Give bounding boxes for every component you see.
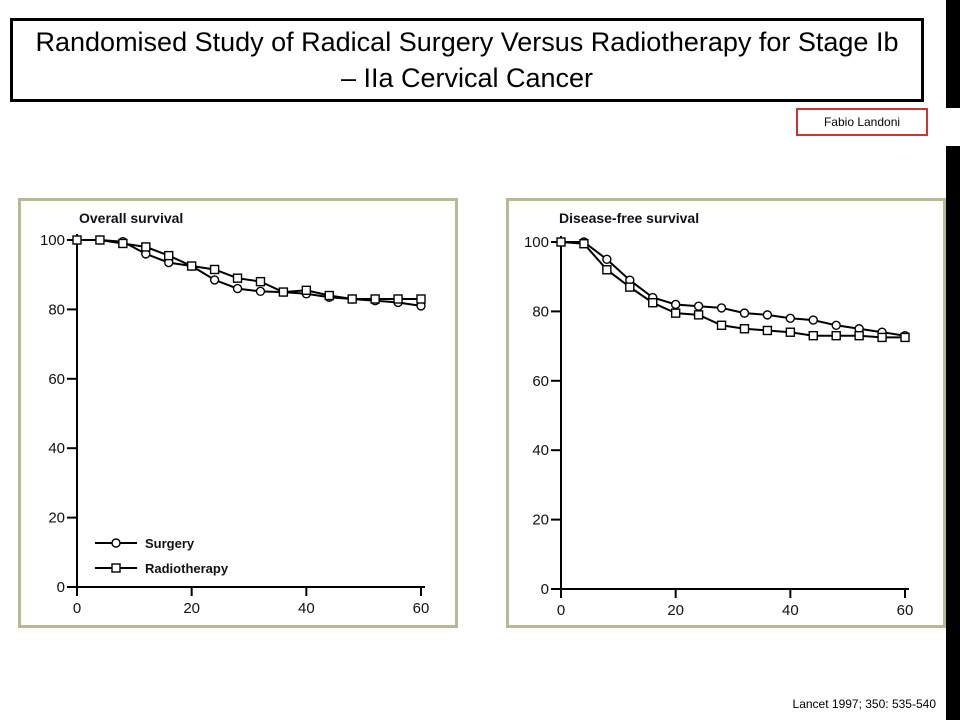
title-box: Randomised Study of Radical Surgery Vers… [10,18,924,102]
data-point-radiotherapy [877,332,887,343]
x-tick-label: 20 [667,602,684,619]
data-point-surgery [808,315,818,325]
data-point-radiotherapy [579,239,589,249]
right-edge-bar-gap [946,108,960,146]
data-point-radiotherapy [347,294,357,304]
legend-label: Radiotherapy [145,561,229,576]
data-point-radiotherapy [72,235,82,245]
data-point-radiotherapy [416,294,426,304]
data-point-radiotherapy [370,294,380,304]
author-box: Fabio Landoni [796,108,928,136]
series-line-surgery [77,239,422,307]
legend-marker [111,538,121,548]
data-point-surgery [670,299,681,310]
data-point-radiotherapy [625,282,635,292]
right-edge-bar [946,0,960,720]
data-point-surgery [785,313,796,324]
data-point-radiotherapy [186,261,197,271]
legend-label: Surgery [145,536,195,551]
data-point-surgery [739,308,750,318]
data-point-surgery [716,303,727,313]
data-point-surgery [693,301,704,311]
x-tick-label: 20 [183,600,200,617]
y-tick-label: 40 [532,442,549,459]
y-tick-label: 20 [48,510,65,527]
data-point-radiotherapy [900,332,910,343]
data-point-surgery [762,310,773,320]
slide-title: Randomised Study of Radical Surgery Vers… [35,27,899,93]
author-label: Fabio Landoni [823,115,901,129]
data-point-radiotherapy [556,237,566,247]
data-point-radiotherapy [141,242,151,252]
series-line-surgery [561,241,906,337]
data-point-radiotherapy [95,235,105,245]
data-point-radiotherapy [255,276,266,287]
x-tick-label: 60 [897,602,914,619]
series-line-radiotherapy [77,239,421,300]
y-tick-label: 80 [48,301,65,318]
chart-title: Overall survival [79,210,183,226]
data-point-radiotherapy [602,265,612,275]
data-point-radiotherapy [278,287,289,297]
y-tick-label: 100 [524,234,549,251]
chart-title: Disease-free survival [559,210,699,226]
data-point-radiotherapy [164,250,174,261]
overall-survival-panel: Overall survival 0 20 40 60 80 100 0 20 40 60 Surge… [18,198,458,628]
data-point-radiotherapy [301,285,312,296]
citation-text: Lancet 1997; 350: 535-540 [792,697,936,711]
y-tick-label: 100 [40,232,65,249]
data-point-radiotherapy [648,298,658,308]
x-tick-label: 60 [413,600,430,617]
y-tick-label: 0 [57,579,65,596]
data-point-radiotherapy [118,238,128,249]
data-point-surgery [602,254,612,265]
disease-free-survival-chart: Disease-free survival 0 20 40 60 80 100 0 20 40 60 [524,210,914,619]
x-tick-label: 40 [298,600,315,617]
data-point-surgery [209,275,220,285]
data-point-radiotherapy [785,327,796,337]
y-tick-label: 80 [532,303,549,320]
data-point-radiotherapy [739,324,750,334]
data-point-surgery [232,283,243,294]
x-tick-label: 0 [73,600,81,617]
overall-survival-chart: Overall survival 0 20 40 60 80 100 0 20 40 60 Surge… [40,210,430,617]
data-point-radiotherapy [808,330,818,341]
data-point-radiotherapy [670,308,681,318]
series-line-radiotherapy [560,241,905,339]
legend-marker [111,563,121,573]
y-tick-label: 60 [48,371,65,388]
disease-free-survival-panel: Disease-free survival 0 20 40 60 80 100 0 20 40 60 [506,198,946,628]
x-tick-label: 0 [557,602,565,619]
data-point-radiotherapy [693,310,704,320]
y-tick-label: 40 [48,440,65,457]
y-tick-label: 60 [532,373,549,390]
data-point-radiotherapy [831,330,841,341]
y-tick-label: 20 [532,512,549,529]
y-tick-label: 0 [541,581,549,598]
data-point-radiotherapy [324,290,334,301]
data-point-radiotherapy [209,264,220,275]
data-point-radiotherapy [854,330,864,341]
data-point-surgery [255,286,266,297]
data-point-radiotherapy [393,294,403,304]
data-point-radiotherapy [762,325,773,336]
x-tick-label: 40 [782,602,799,619]
data-point-surgery [831,320,841,330]
data-point-radiotherapy [716,320,727,330]
data-point-radiotherapy [232,273,243,283]
